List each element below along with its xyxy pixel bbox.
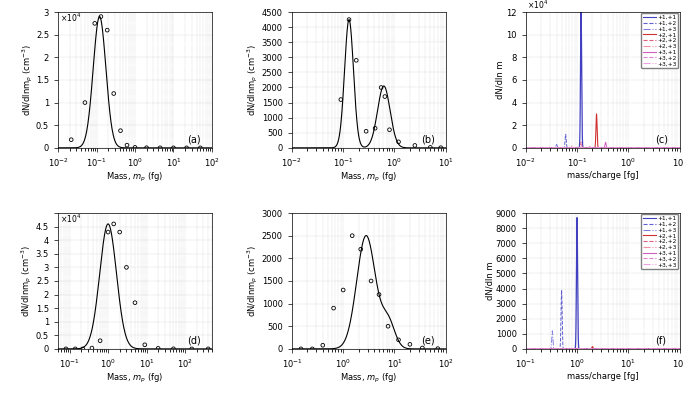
- Point: [379, 93, 390, 100]
- Point: [203, 346, 214, 352]
- Point: [122, 142, 133, 148]
- Point: [296, 346, 307, 352]
- Point: [307, 346, 318, 352]
- Point: [115, 128, 126, 134]
- Point: [130, 144, 141, 151]
- Text: $\times 10^4$: $\times 10^4$: [59, 12, 81, 24]
- Point: [382, 323, 393, 330]
- Point: [384, 127, 395, 133]
- Point: [344, 16, 354, 23]
- Point: [70, 346, 81, 352]
- Point: [60, 346, 71, 352]
- Text: (f): (f): [655, 336, 666, 345]
- Point: [168, 145, 179, 151]
- Point: [130, 300, 141, 306]
- Point: [114, 229, 125, 235]
- Point: [102, 27, 113, 33]
- Point: [409, 142, 420, 149]
- Text: (b): (b): [421, 134, 435, 144]
- Point: [96, 13, 107, 20]
- Point: [154, 145, 165, 151]
- Point: [153, 345, 164, 352]
- Point: [168, 346, 179, 352]
- Point: [87, 345, 98, 351]
- Point: [361, 128, 372, 134]
- Point: [337, 287, 348, 293]
- Y-axis label: dN/dln m: dN/dln m: [496, 61, 505, 99]
- Point: [195, 145, 206, 151]
- Point: [435, 144, 446, 151]
- Y-axis label: dN/dlnm$_p$ (cm$^{-3}$): dN/dlnm$_p$ (cm$^{-3}$): [20, 245, 34, 317]
- Point: [139, 342, 150, 348]
- Point: [181, 145, 192, 151]
- Point: [376, 84, 387, 91]
- Point: [318, 342, 329, 348]
- Text: (a): (a): [187, 134, 201, 144]
- X-axis label: Mass, $m_p$ (fg): Mass, $m_p$ (fg): [340, 171, 398, 184]
- Point: [404, 341, 415, 348]
- X-axis label: mass/charge [fg]: mass/charge [fg]: [567, 372, 639, 381]
- Point: [417, 345, 428, 351]
- Point: [374, 292, 385, 298]
- Point: [102, 229, 113, 235]
- Point: [95, 338, 106, 344]
- Y-axis label: dN/dlnm$_p$ (cm$^{-3}$): dN/dlnm$_p$ (cm$^{-3}$): [20, 44, 35, 116]
- Point: [328, 305, 339, 311]
- Text: $\times 10^4$: $\times 10^4$: [527, 0, 548, 11]
- Text: $\times 10^4$: $\times 10^4$: [59, 213, 81, 225]
- Point: [365, 278, 376, 284]
- Point: [432, 345, 443, 352]
- Y-axis label: dN/dlnm$_p$ (cm$^{-3}$): dN/dlnm$_p$ (cm$^{-3}$): [246, 245, 260, 317]
- Point: [393, 139, 404, 145]
- Point: [89, 20, 100, 26]
- Legend: +1,+1, +1,+2, +1,+3, +2,+1, +2,+2, +2,+3, +3,+1, +3,+2, +3,+3: +1,+1, +1,+2, +1,+3, +2,+1, +2,+2, +2,+3…: [641, 214, 678, 269]
- Point: [141, 144, 152, 151]
- Point: [370, 125, 380, 132]
- Y-axis label: dN/dlnm$_p$ (cm$^{-3}$): dN/dlnm$_p$ (cm$^{-3}$): [246, 44, 260, 116]
- Text: (c): (c): [655, 134, 668, 144]
- Point: [351, 57, 362, 63]
- Point: [66, 136, 76, 143]
- Point: [355, 246, 366, 253]
- Point: [79, 99, 90, 106]
- Point: [347, 233, 358, 239]
- Legend: +1,+1, +1,+2, +1,+3, +2,+1, +2,+2, +2,+3, +3,+1, +3,+2, +3,+3: +1,+1, +1,+2, +1,+3, +2,+1, +2,+2, +2,+3…: [641, 13, 678, 68]
- Point: [425, 144, 436, 151]
- Point: [335, 96, 346, 103]
- Point: [77, 346, 88, 352]
- X-axis label: Mass, $m_p$ (fg): Mass, $m_p$ (fg): [340, 372, 398, 385]
- Point: [393, 336, 404, 343]
- Text: (d): (d): [187, 336, 201, 345]
- Y-axis label: dN/dln m: dN/dln m: [485, 262, 494, 300]
- Point: [108, 90, 119, 97]
- Point: [121, 264, 132, 271]
- X-axis label: Mass, $m_p$ (fg): Mass, $m_p$ (fg): [107, 171, 164, 184]
- Point: [186, 346, 197, 352]
- X-axis label: Mass, $m_p$ (fg): Mass, $m_p$ (fg): [107, 372, 164, 385]
- Text: (e): (e): [421, 336, 435, 345]
- Point: [108, 221, 119, 227]
- X-axis label: mass/charge [fg]: mass/charge [fg]: [567, 171, 639, 180]
